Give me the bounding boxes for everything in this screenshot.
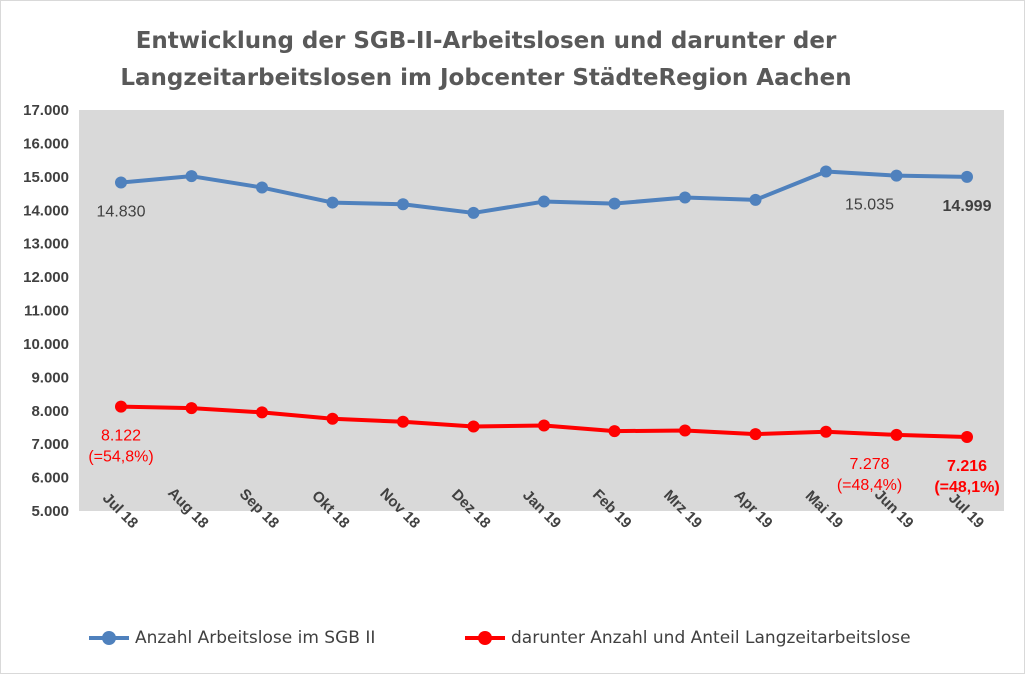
data-label: (=54,8%): [88, 449, 153, 466]
data-label-layer: 14.830 15.035 14.999 8.122 (=54,8%) 7.278 (=48…: [88, 197, 999, 496]
data-point: [538, 419, 550, 432]
data-point: [256, 406, 268, 419]
y-tick-label: 9.000: [31, 369, 69, 386]
data-point: [820, 165, 832, 178]
data-point: [679, 424, 691, 437]
y-tick-label: 17.000: [23, 102, 69, 119]
chart-title-line-2: Langzeitarbeitslosen im Jobcenter Städte…: [120, 65, 852, 91]
data-point: [890, 428, 903, 441]
data-point: [115, 176, 127, 189]
legend-label-langzeitarbeitslose: darunter Anzahl und Anteil Langzeitarbei…: [511, 628, 911, 648]
plot-area: [79, 110, 1004, 511]
data-point: [749, 193, 762, 206]
y-axis: 5.000 6.000 7.000 8.000 9.000 10.000 11.000 12.…: [23, 102, 69, 520]
legend-swatch-arbeitslose: [87, 623, 131, 653]
data-point: [326, 196, 339, 209]
y-tick-label: 6.000: [31, 470, 69, 487]
y-tick-label: 12.000: [23, 269, 69, 286]
series-1: [115, 400, 973, 443]
data-point: [538, 195, 550, 208]
data-label: (=48,4%): [837, 477, 902, 494]
data-point: [115, 400, 127, 413]
legend: Anzahl Arbeitslose im SGB II darunter An…: [1, 623, 1025, 653]
line-chart: 5.000 6.000 7.000 8.000 9.000 10.000 11.000 12.…: [23, 102, 1004, 532]
series-layer: [115, 165, 973, 443]
data-label: 8.122: [101, 428, 141, 445]
series-0: [115, 165, 973, 219]
data-point: [749, 428, 762, 441]
y-tick-label: 15.000: [23, 169, 69, 186]
data-point: [820, 425, 832, 438]
y-tick-label: 7.000: [31, 436, 69, 453]
data-point: [608, 425, 621, 438]
y-tick-label: 10.000: [23, 336, 69, 353]
data-point: [467, 420, 480, 433]
chart-title: Entwicklung der SGB-II-Arbeitslosen und …: [96, 23, 876, 97]
y-tick-label: 5.000: [31, 503, 69, 520]
data-point: [185, 402, 198, 415]
data-label: 14.999: [943, 198, 992, 215]
legend-label-arbeitslose: Anzahl Arbeitslose im SGB II: [135, 628, 376, 648]
data-point: [185, 170, 198, 183]
legend-item-arbeitslose: Anzahl Arbeitslose im SGB II: [87, 623, 375, 653]
data-point: [467, 206, 480, 219]
data-point: [397, 198, 409, 211]
y-tick-label: 8.000: [31, 403, 69, 420]
data-label: (=48,1%): [934, 479, 999, 496]
chart-title-line-1: Entwicklung der SGB-II-Arbeitslosen und …: [135, 28, 837, 54]
legend-item-langzeitarbeitslose: darunter Anzahl und Anteil Langzeitarbei…: [463, 623, 911, 653]
data-point: [961, 170, 973, 183]
data-point: [890, 169, 903, 182]
data-point: [961, 430, 973, 443]
data-point: [326, 412, 339, 425]
y-tick-label: 13.000: [23, 236, 69, 253]
data-label: 14.830: [97, 204, 146, 221]
data-point: [397, 415, 409, 428]
y-tick-label: 11.000: [24, 303, 69, 320]
y-tick-label: 14.000: [23, 202, 69, 219]
legend-swatch-langzeitarbeitslose: [463, 623, 507, 653]
y-tick-label: 16.000: [23, 135, 69, 152]
data-label: 7.216: [947, 458, 987, 475]
data-point: [256, 181, 268, 194]
data-label: 7.278: [849, 456, 889, 473]
data-point: [608, 197, 621, 210]
data-label: 15.035: [845, 197, 894, 214]
data-point: [679, 191, 691, 204]
